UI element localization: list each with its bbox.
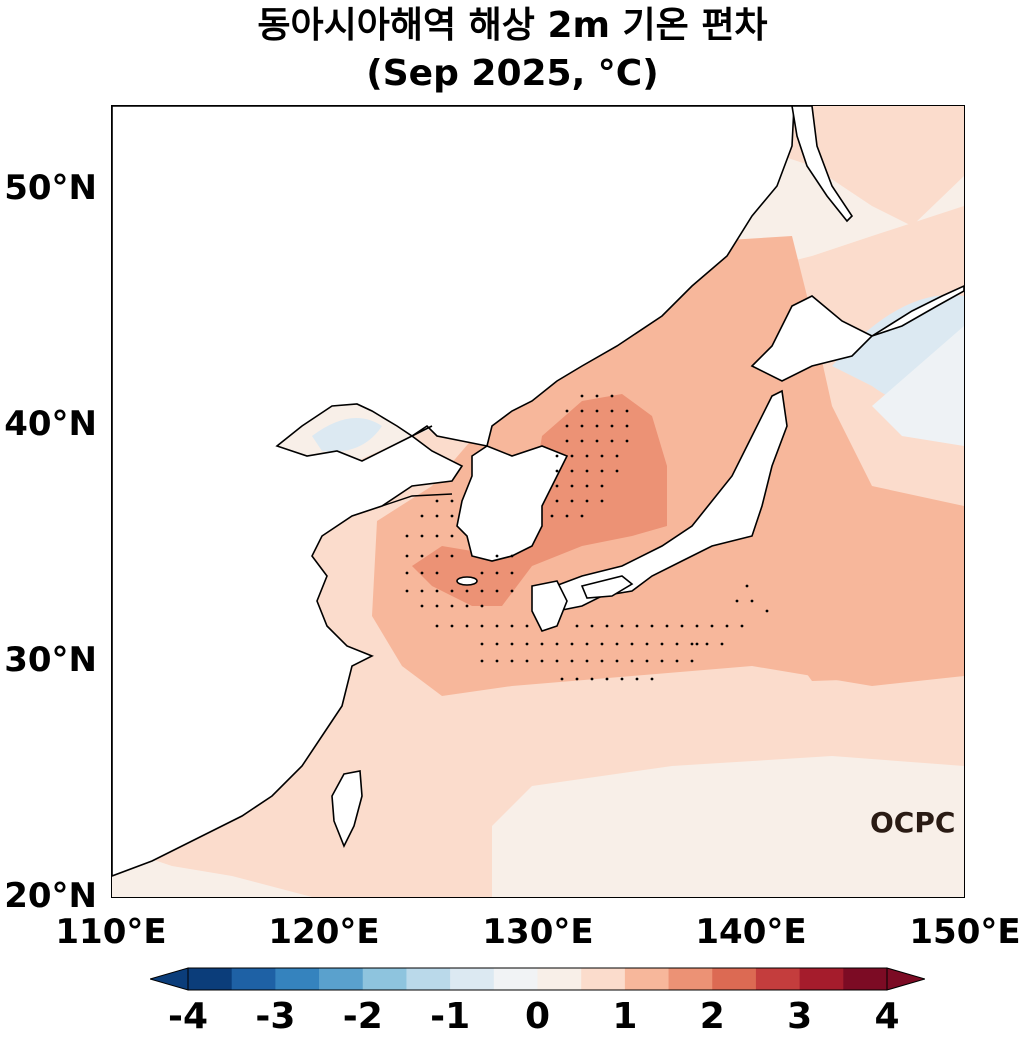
significance-stipple — [405, 394, 769, 681]
landmass-shikoku — [580, 575, 634, 599]
coastline-shandong — [381, 493, 453, 507]
stipple-east-sea — [550, 394, 629, 518]
lon-tick-120e: 120°E — [268, 912, 380, 952]
map-subtitle: (Sep 2025, °C) — [366, 53, 659, 94]
colorbar-extend-high — [886, 967, 925, 991]
anomaly-zone-neg-bohai — [312, 418, 382, 452]
lon-tick-140e: 140°E — [695, 912, 807, 952]
landmass — [112, 106, 964, 877]
anomaly-zone-neg-east — [872, 326, 964, 446]
landmass-sakhalin — [791, 106, 854, 223]
colorbar-tick-label: 3 — [787, 996, 813, 1037]
colorbar-cell — [188, 968, 233, 990]
lat-tick-40n: 40°N — [4, 404, 97, 444]
map-title: 동아시아해역 해상 2m 기온 편차 — [257, 5, 768, 46]
colorbar-cell — [843, 968, 888, 990]
stipple-south-japan — [435, 584, 769, 681]
colorbar-cell — [755, 968, 801, 990]
colorbar-cell — [537, 968, 582, 990]
map-canvas — [112, 106, 964, 897]
colorbar-tick-label: 0 — [524, 996, 551, 1037]
colorbar-cell — [799, 968, 844, 990]
colorbar-cell — [319, 968, 364, 990]
colorbar-cell — [406, 968, 451, 990]
colorbar-extend-low — [150, 967, 189, 991]
colorbar — [150, 967, 925, 991]
landmass-asia — [112, 106, 795, 877]
landmass-kuril — [871, 285, 964, 337]
colorbar-cell — [493, 968, 538, 990]
landmass-taiwan — [331, 770, 363, 848]
colorbar-cell — [362, 968, 407, 990]
colorbar-tick-label: 1 — [612, 996, 638, 1037]
colorbar-cell — [624, 968, 670, 990]
colorbar-cell — [712, 968, 757, 990]
ocpc-logo: OCPC — [870, 806, 956, 839]
colorbar-tick-label: -1 — [430, 996, 471, 1037]
colorbar-cells — [188, 968, 888, 990]
colorbar-tick-label: 2 — [699, 996, 725, 1037]
stipple-yellow-sea — [405, 499, 514, 608]
colorbar-frame — [187, 967, 888, 991]
anomaly-map — [111, 105, 965, 898]
landmass-kyushu — [531, 580, 568, 632]
colorbar-cell — [668, 968, 713, 990]
colorbar-tick-label: 4 — [874, 996, 900, 1037]
landmass-hokkaido — [750, 295, 874, 382]
landmass-jeju — [456, 576, 478, 586]
lon-tick-150e: 150°E — [909, 912, 1021, 952]
colorbar-tick-label: -4 — [168, 996, 208, 1037]
colorbar-cell — [581, 968, 626, 990]
colorbar-cell — [275, 968, 320, 990]
anomaly-zone-1-15-east — [772, 576, 964, 681]
lat-tick-30n: 30°N — [4, 640, 97, 680]
colorbar-tick-label: -3 — [255, 996, 296, 1037]
colorbar-tick-label: -2 — [342, 996, 383, 1037]
colorbar-cell — [231, 968, 276, 990]
lon-tick-130e: 130°E — [482, 912, 594, 952]
lat-tick-20n: 20°N — [4, 876, 97, 916]
lon-tick-110e: 110°E — [55, 912, 167, 952]
lat-tick-50n: 50°N — [4, 168, 97, 208]
colorbar-cell — [450, 968, 495, 990]
